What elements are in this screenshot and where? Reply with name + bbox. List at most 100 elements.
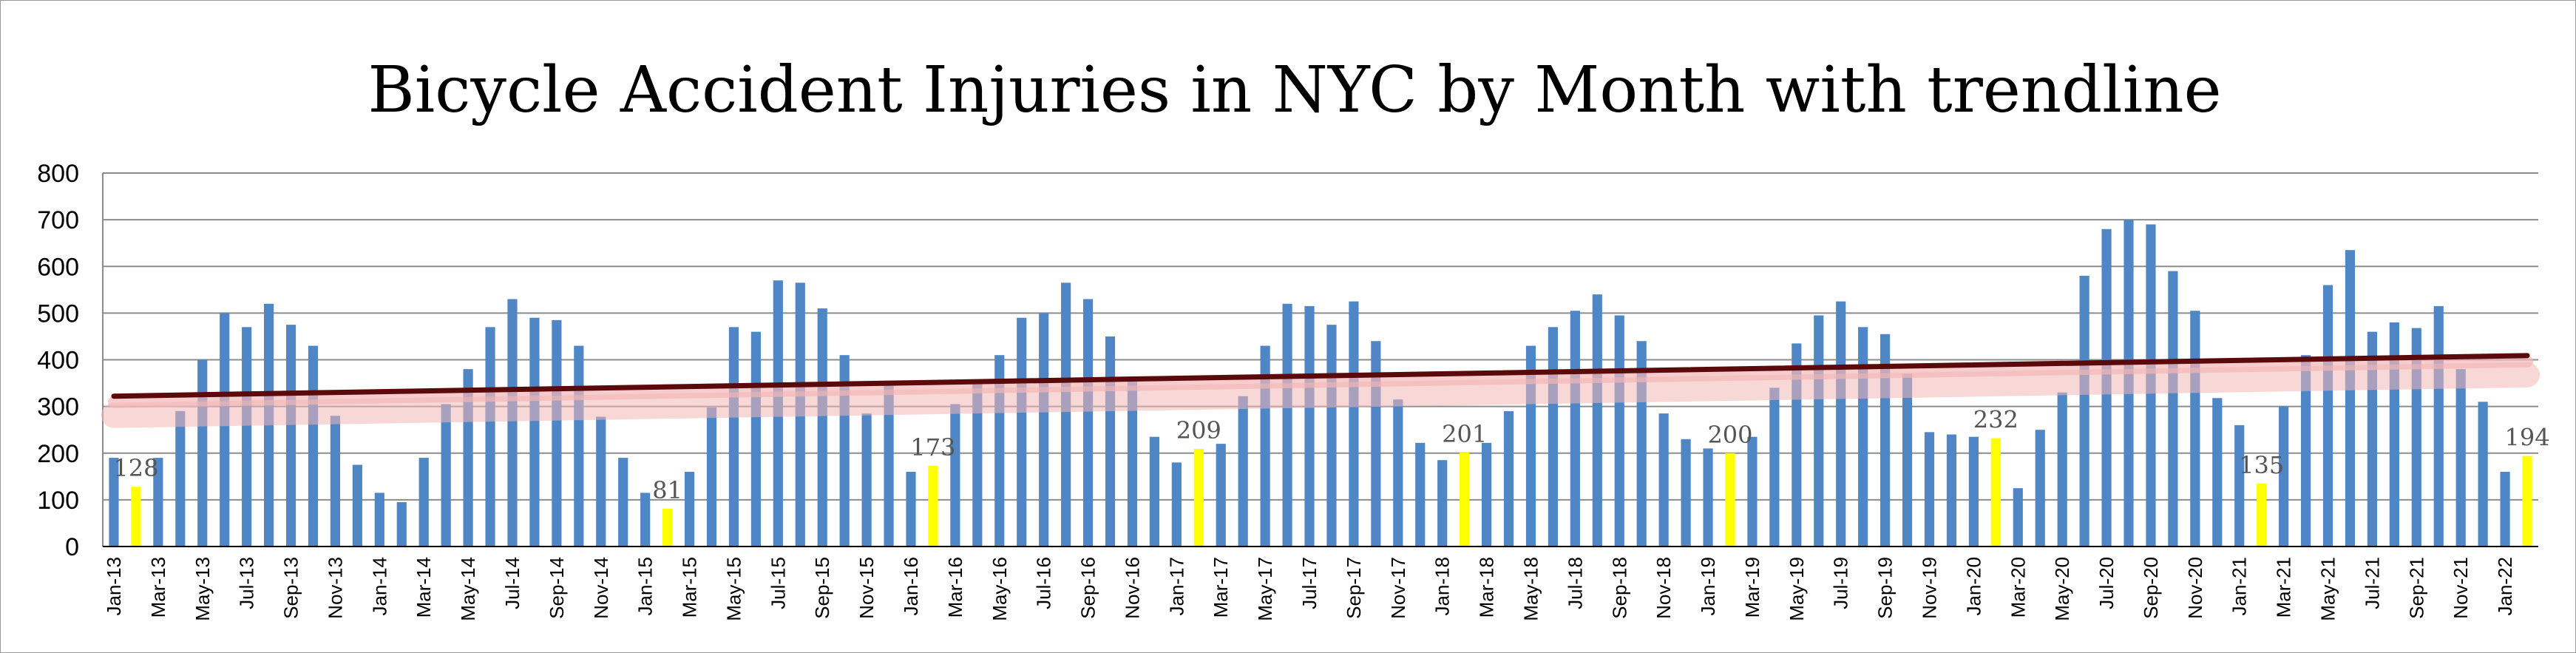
bar-Jul-13: [242, 327, 252, 547]
bar-Nov-17: [1393, 399, 1403, 547]
x-tick-label: Sep-13: [280, 557, 302, 619]
x-tick-label: Mar-19: [1741, 557, 1763, 618]
bar-Aug-18: [1592, 294, 1602, 547]
x-tick-label: Jan-17: [1165, 557, 1187, 616]
bar-Dec-14: [618, 458, 628, 547]
data-label-Feb-19: 200: [1707, 421, 1752, 449]
bar-Aug-16: [1061, 282, 1071, 547]
y-axis: 0 100 200 300 400 500 600 700 800: [37, 160, 104, 561]
bar-Oct-13: [308, 345, 319, 547]
x-tick-label: Sep-20: [2140, 557, 2162, 619]
bar-Jun-20: [2079, 275, 2089, 547]
bar-Jun-17: [1282, 303, 1292, 547]
bar-Nov-15: [861, 413, 872, 547]
chart-title: Bicycle Accident Injuries in NYC by Mont…: [368, 53, 2222, 127]
data-label-Feb-18: 201: [1442, 420, 1487, 448]
bar-Jun-13: [220, 313, 230, 547]
y-tick-label: 700: [37, 206, 79, 234]
bar-Jul-17: [1304, 305, 1315, 547]
bar-Nov-14: [596, 416, 606, 547]
bar-Jun-19: [1814, 315, 1824, 547]
bar-Jan-20: [1968, 436, 1979, 547]
x-axis: Jan-13 Mar-13 May-13 Jul-13 Sep-13 Nov-13 Jan-…: [103, 546, 2538, 621]
bar-Dec-20: [2212, 398, 2223, 547]
x-tick-label: Jul-17: [1298, 557, 1321, 609]
x-tick-label: May-15: [722, 557, 745, 621]
bar-Mar-21: [2279, 406, 2289, 547]
bar-Apr-21: [2300, 355, 2311, 547]
y-tick-label: 600: [37, 253, 79, 281]
bar-Dec-13: [352, 464, 362, 547]
bar-Oct-19: [1902, 373, 1913, 547]
x-tick-label: Sep-15: [811, 557, 833, 619]
bar-Oct-14: [574, 345, 584, 547]
bar-Mar-20: [2013, 488, 2023, 547]
bar-Feb-22: [2522, 456, 2532, 547]
x-tick-label: Jul-16: [1033, 557, 1055, 609]
bar-Jan-14: [374, 493, 384, 547]
x-tick-label: Jan-13: [103, 557, 125, 616]
bar-Nov-20: [2190, 311, 2200, 547]
bar-Mar-15: [684, 472, 695, 547]
x-tick-label: Sep-17: [1343, 557, 1365, 619]
bar-Mar-19: [1747, 436, 1758, 547]
bar-Mar-18: [1482, 442, 1492, 547]
x-tick-label: Jan-18: [1431, 557, 1454, 616]
x-tick-label: Nov-21: [2450, 557, 2472, 619]
bar-Jan-18: [1437, 460, 1448, 547]
bar-Sep-13: [285, 325, 296, 547]
x-tick-label: May-19: [1786, 557, 1808, 621]
bar-Jan-22: [2500, 472, 2510, 547]
bar-Sep-17: [1349, 301, 1359, 547]
bar-Nov-18: [1658, 413, 1669, 547]
bar-Nov-16: [1127, 380, 1138, 547]
data-label-Feb-20: 232: [1973, 406, 2019, 434]
x-tick-label: Jan-20: [1962, 557, 1984, 616]
trendline-glow: [101, 362, 2541, 428]
x-tick-label: Sep-16: [1077, 557, 1099, 619]
bar-Sep-15: [817, 308, 827, 547]
bar-Feb-13: [131, 487, 141, 547]
bar-Jan-21: [2234, 424, 2245, 547]
x-tick-label: Jul-14: [501, 557, 523, 609]
bar-Jan-17: [1171, 462, 1182, 547]
bar-Nov-19: [1924, 432, 1935, 547]
x-tick-label: Jul-19: [1830, 557, 1852, 609]
bar-Mar-16: [950, 404, 960, 547]
bar-Jan-16: [906, 472, 916, 547]
bar-Mar-13: [153, 458, 163, 547]
x-tick-label: May-16: [989, 557, 1011, 621]
bar-Feb-21: [2257, 483, 2267, 547]
bar-Aug-17: [1326, 325, 1337, 547]
bar-May-13: [197, 359, 208, 547]
x-tick-label: Mar-16: [944, 557, 966, 618]
y-tick-label: 100: [37, 487, 79, 515]
x-tick-label: Sep-18: [1608, 557, 1630, 619]
x-tick-label: Mar-18: [1476, 557, 1498, 618]
x-tick-label: Sep-21: [2405, 557, 2427, 619]
bar-Jul-19: [1836, 301, 1846, 547]
bar-Sep-18: [1614, 315, 1624, 547]
bar-Jul-14: [507, 299, 518, 547]
bar-Jun-18: [1548, 327, 1559, 547]
x-tick-label: Mar-13: [147, 557, 169, 618]
bar-Sep-16: [1082, 299, 1094, 547]
y-tick-label: 800: [37, 160, 79, 188]
x-tick-label: May-13: [191, 557, 214, 621]
bar-Dec-17: [1415, 442, 1426, 547]
bar-Jun-15: [750, 331, 761, 547]
x-tick-label: Jan-19: [1697, 557, 1719, 616]
bar-Oct-16: [1105, 336, 1116, 547]
x-tick-label: Nov-13: [324, 557, 346, 619]
bar-Apr-17: [1238, 396, 1248, 547]
x-tick-label: Jan-16: [900, 557, 922, 616]
bar-Mar-17: [1216, 444, 1226, 547]
bar-Dec-15: [884, 380, 894, 547]
y-tick-label: 0: [65, 533, 79, 561]
data-label-Feb-16: 173: [910, 433, 955, 461]
x-tick-label: Jan-21: [2228, 557, 2251, 616]
data-label-Feb-13: 128: [113, 454, 158, 482]
x-tick-label: Jul-13: [236, 557, 258, 609]
x-tick-label: Sep-14: [546, 557, 568, 619]
